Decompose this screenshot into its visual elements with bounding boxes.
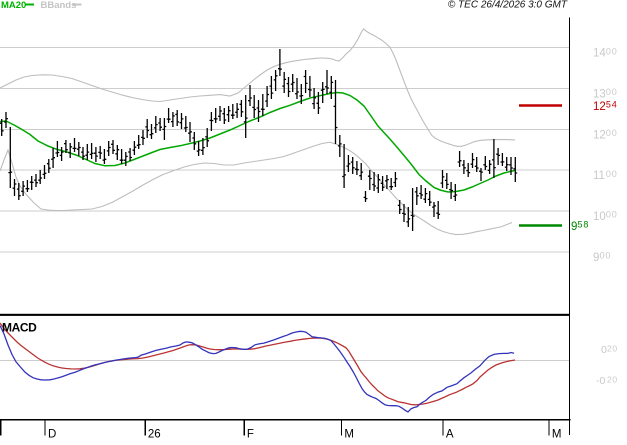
svg-text:F: F xyxy=(247,428,254,440)
svg-text:© TEC 26/4/2026 3:0 GMT: © TEC 26/4/2026 3:0 GMT xyxy=(448,0,568,11)
svg-text:11: 11 xyxy=(593,170,605,182)
svg-text:0: 0 xyxy=(601,344,607,356)
svg-text:58: 58 xyxy=(577,220,589,230)
svg-text:-0: -0 xyxy=(596,375,605,387)
svg-text:A: A xyxy=(446,428,454,440)
svg-text:54: 54 xyxy=(606,100,618,110)
svg-text:12: 12 xyxy=(593,101,606,113)
svg-text:00: 00 xyxy=(606,169,618,179)
svg-text:D: D xyxy=(48,428,56,440)
svg-text:00: 00 xyxy=(606,46,618,56)
svg-text:MACD: MACD xyxy=(2,321,37,335)
svg-text:12: 12 xyxy=(593,129,606,141)
svg-text:00: 00 xyxy=(599,251,611,261)
svg-text:00: 00 xyxy=(606,87,618,97)
svg-text:00: 00 xyxy=(606,210,618,220)
svg-text:20: 20 xyxy=(607,374,618,384)
svg-text:MA20: MA20 xyxy=(1,0,26,11)
svg-text:9: 9 xyxy=(593,252,599,264)
svg-text:26: 26 xyxy=(148,428,161,440)
svg-text:13: 13 xyxy=(593,88,606,100)
svg-text:M: M xyxy=(344,428,354,440)
svg-text:14: 14 xyxy=(593,48,606,60)
svg-text:M: M xyxy=(552,428,562,440)
svg-text:BBands: BBands xyxy=(41,0,77,11)
svg-text:00: 00 xyxy=(606,128,618,138)
svg-text:10: 10 xyxy=(593,211,606,223)
svg-text:20: 20 xyxy=(607,343,618,353)
svg-text:9: 9 xyxy=(571,221,577,233)
